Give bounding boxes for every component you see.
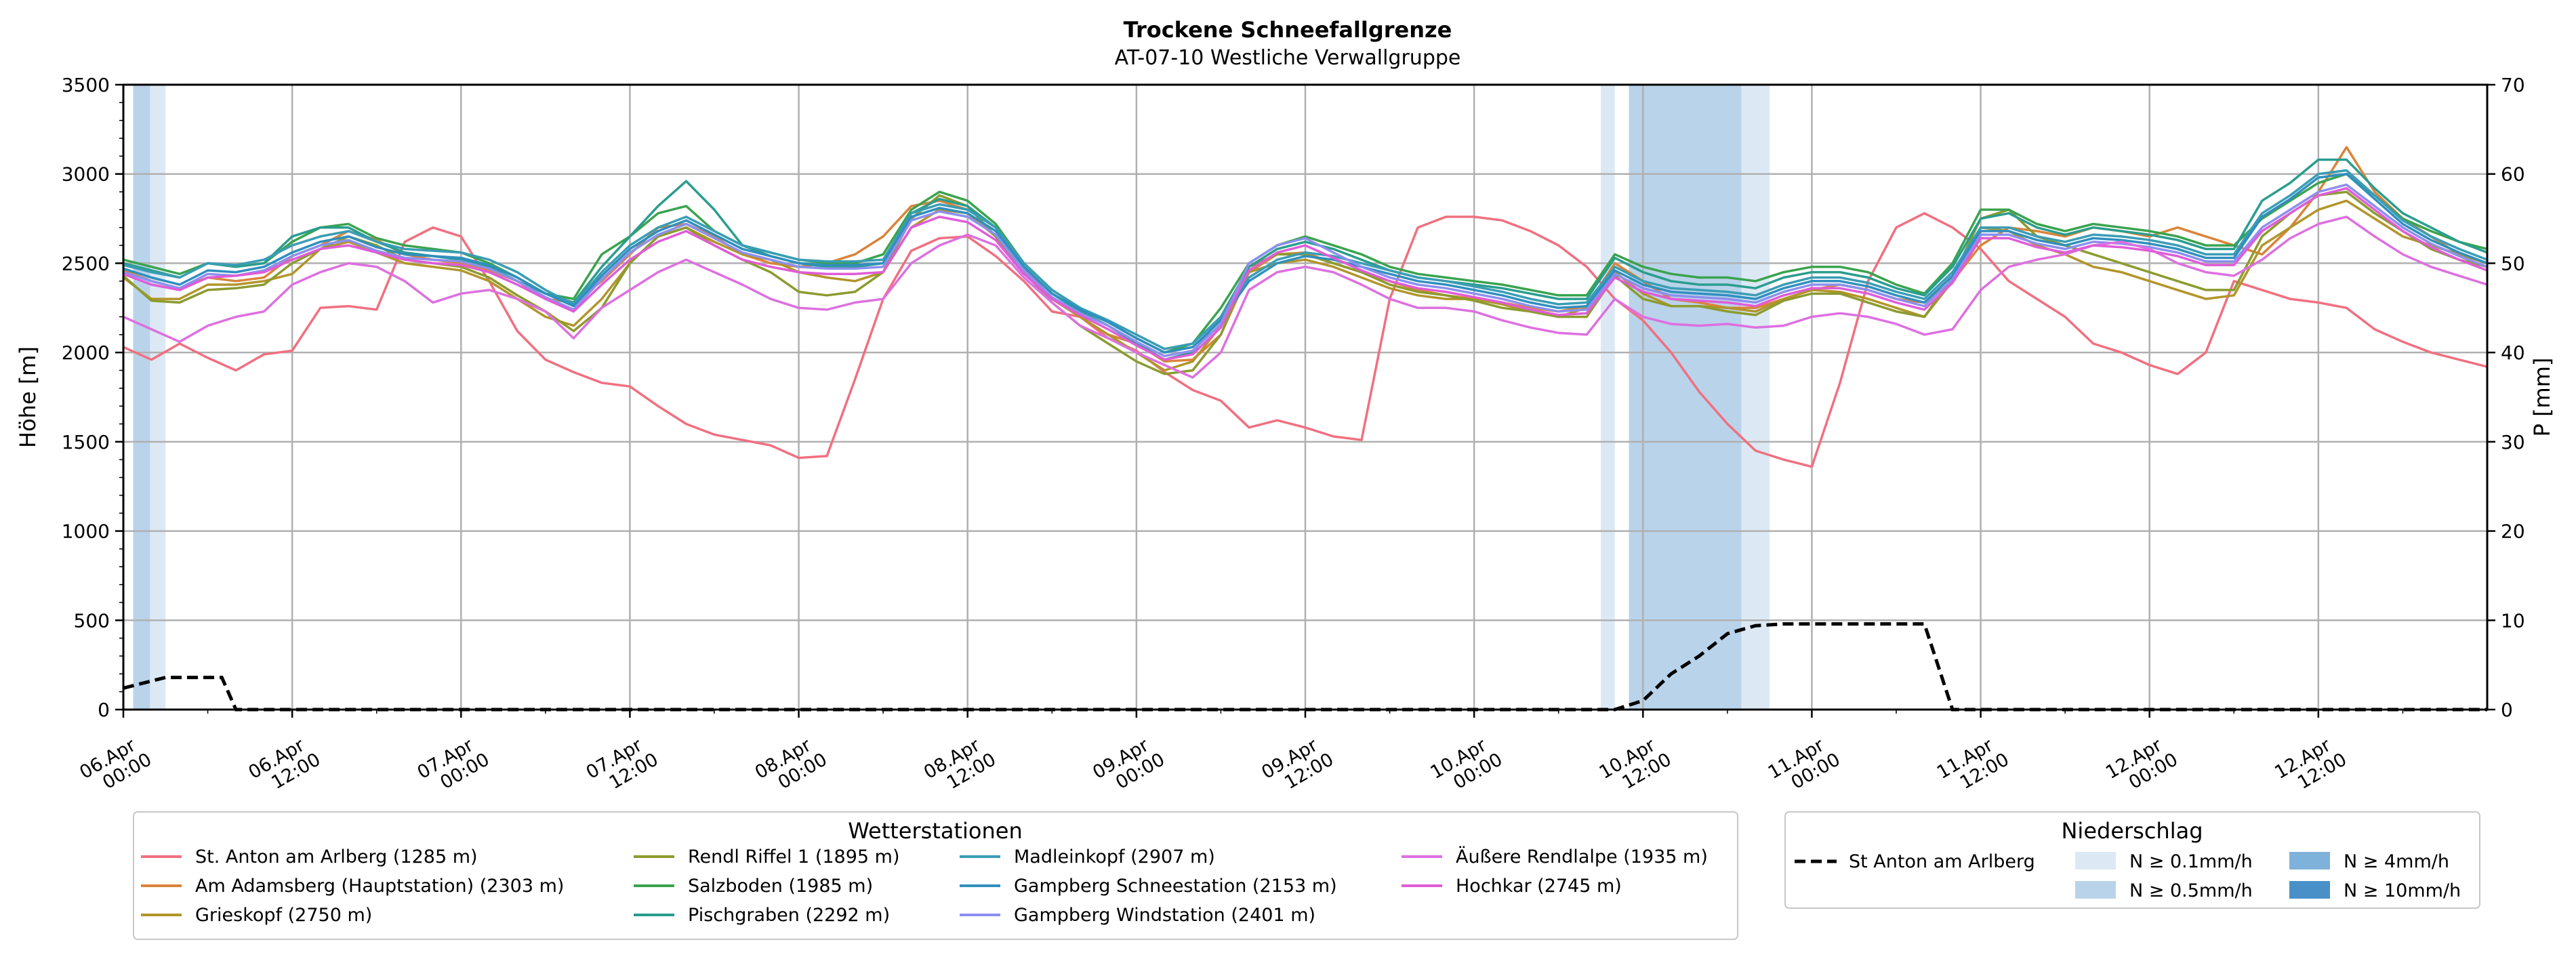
- precip-legend-title: Niederschlag: [2061, 818, 2203, 844]
- y2-tick-label: 50: [2501, 252, 2525, 274]
- legend-label: Grieskopf (2750 m): [195, 905, 372, 926]
- legend-label: Gampberg Windstation (2401 m): [1014, 905, 1315, 926]
- series-line: [123, 169, 2488, 350]
- legend-label: Madleinkopf (2907 m): [1014, 846, 1215, 867]
- y2-tick-label: 40: [2501, 342, 2525, 364]
- series-line: [123, 172, 2488, 354]
- legend-label: Am Adamsberg (Hauptstation) (2303 m): [195, 876, 564, 897]
- precip-class-swatch: [2289, 881, 2330, 899]
- station-legend: Wetterstationen St. Anton am Arlberg (12…: [133, 811, 1738, 940]
- y2-tick-label: 70: [2501, 74, 2525, 96]
- precip-band: [133, 85, 150, 710]
- y-axis-ticks: 0 500 1000 1500 2000 2500 3000 3500: [62, 74, 123, 721]
- legend-label: Äußere Rendlalpe (1935 m): [1456, 846, 1708, 867]
- y-tick-label: 3000: [62, 163, 110, 186]
- legend-label: Gampberg Schneestation (2153 m): [1014, 876, 1337, 897]
- precip-line: [123, 622, 2487, 712]
- y-tick-label: 3500: [62, 74, 110, 96]
- legend-label: St. Anton am Arlberg (1285 m): [195, 846, 478, 867]
- y2-tick-label: 0: [2501, 699, 2513, 721]
- station-legend-title: Wetterstationen: [848, 818, 1022, 844]
- legend-label: Rendl Riffel 1 (1895 m): [688, 846, 899, 867]
- y2-tick-label: 60: [2501, 163, 2525, 186]
- precip-cumulative-line: [123, 622, 2487, 712]
- station-legend-entries: St. Anton am Arlberg (1285 m) Am Adamsber…: [141, 846, 1708, 926]
- precip-class-swatch: [2289, 852, 2330, 870]
- precip-class-swatch: [2075, 881, 2116, 899]
- precip-legend-classes: N ≥ 0.1mm/h N ≥ 0.5mm/h N ≥ 4mm/h N ≥ 10mm/…: [2075, 851, 2461, 901]
- y2-tick-label: 10: [2501, 609, 2525, 632]
- chart-subtitle: AT-07-10 Westliche Verwallgruppe: [1115, 46, 1461, 70]
- precip-class-label: N ≥ 0.1mm/h: [2129, 851, 2253, 872]
- y2-tick-label: 20: [2501, 520, 2525, 543]
- series-line: [123, 187, 2488, 361]
- station-legend-box: [133, 811, 1738, 940]
- series-line: [123, 211, 2488, 468]
- series-line: [123, 183, 2488, 358]
- y-tick-label: 2500: [62, 252, 110, 274]
- precip-legend: Niederschlag St Anton am Arlberg N ≥ 0.1…: [1784, 811, 2480, 909]
- precip-class-label: N ≥ 4mm/h: [2344, 851, 2449, 872]
- precip-band: [1601, 85, 1615, 710]
- precip-band: [1741, 85, 1770, 710]
- y2-axis-label: P [mm]: [2529, 358, 2555, 437]
- precip-band: [1629, 85, 1742, 710]
- y2-axis-ticks: 0 10 20 30 40 50 60 70: [2487, 74, 2525, 721]
- precip-band: [150, 85, 166, 710]
- legend-label: Hochkar (2745 m): [1456, 876, 1622, 897]
- precip-bands: [133, 85, 1770, 710]
- legend-label: Salzboden (1985 m): [688, 876, 873, 897]
- y-axis-label: Höhe [m]: [15, 346, 41, 448]
- y-tick-label: 1500: [62, 431, 110, 453]
- series-line: [122, 190, 2488, 375]
- y2-tick-label: 30: [2501, 431, 2525, 453]
- precip-class-label: N ≥ 10mm/h: [2344, 880, 2461, 901]
- y-tick-label: 500: [74, 609, 110, 632]
- y-tick-label: 0: [98, 699, 110, 721]
- y-tick-label: 1000: [62, 520, 110, 543]
- legend-label: Pischgraben (2292 m): [688, 905, 890, 926]
- precip-class-swatch: [2075, 852, 2116, 870]
- precip-class-label: N ≥ 0.5mm/h: [2129, 880, 2253, 901]
- chart-title: Trockene Schneefallgrenze: [1124, 17, 1452, 43]
- precip-legend-line-label: St Anton am Arlberg: [1849, 851, 2035, 872]
- y-tick-label: 2000: [62, 342, 110, 364]
- series-lines: [122, 146, 2488, 468]
